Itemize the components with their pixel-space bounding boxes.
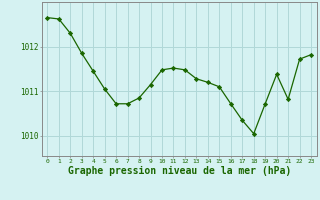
X-axis label: Graphe pression niveau de la mer (hPa): Graphe pression niveau de la mer (hPa) — [68, 166, 291, 176]
